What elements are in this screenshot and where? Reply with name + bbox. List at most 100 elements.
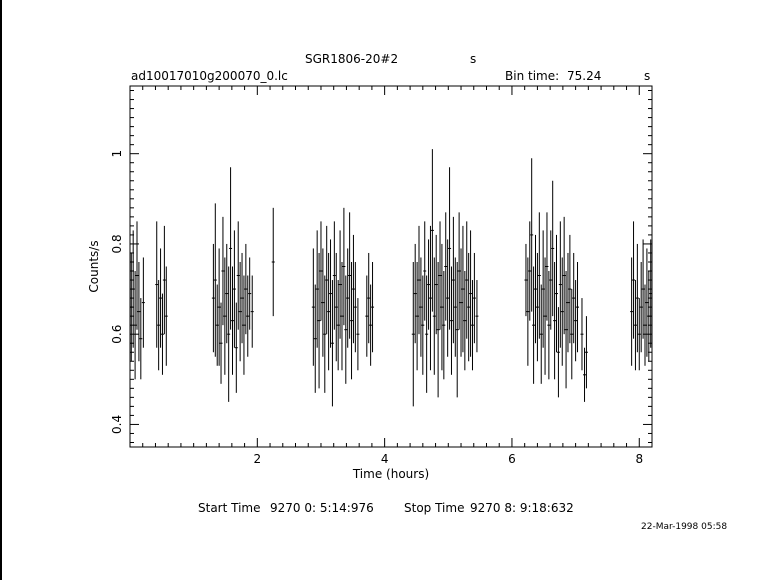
data-point	[570, 289, 574, 380]
data-point	[560, 257, 564, 366]
data-point	[530, 158, 534, 312]
data-point	[470, 280, 474, 371]
data-point	[475, 280, 479, 353]
data-point	[645, 248, 649, 357]
data-point	[633, 280, 637, 371]
data-point	[219, 302, 223, 384]
data-point	[632, 221, 636, 339]
data-point	[367, 252, 371, 344]
data-point	[526, 257, 530, 366]
data-point	[539, 284, 543, 384]
bin-time-unit: s	[644, 69, 651, 83]
axes-group: 2 4 6 8 0.4 0.6 0.8 1	[110, 86, 653, 466]
plot-frame	[129, 85, 653, 448]
data-point	[459, 248, 463, 357]
data-point	[421, 275, 425, 375]
data-point	[211, 243, 215, 353]
data-point	[637, 298, 641, 371]
data-point	[528, 221, 532, 321]
data-point	[453, 257, 457, 357]
data-point	[334, 252, 338, 362]
y-tick-label: 0.8	[110, 234, 124, 253]
data-points-group	[129, 149, 653, 407]
data-point	[221, 216, 225, 326]
data-point	[572, 252, 576, 344]
bin-time-label: Bin time:	[505, 69, 560, 83]
data-point	[428, 225, 432, 371]
data-point	[444, 212, 448, 321]
data-point	[451, 216, 455, 344]
data-point	[535, 252, 539, 362]
data-point	[236, 221, 240, 330]
x-tick-label: 6	[508, 452, 516, 466]
data-point	[425, 275, 429, 393]
data-point	[469, 230, 473, 357]
data-point	[351, 234, 355, 344]
y-tick-label: 0.6	[110, 325, 124, 344]
data-point	[246, 275, 250, 357]
data-point	[555, 234, 559, 353]
data-point	[564, 271, 568, 389]
data-point	[332, 221, 336, 330]
data-point	[321, 248, 325, 357]
data-point	[553, 261, 557, 380]
x-tick-label: 2	[253, 452, 261, 466]
start-time-value: 9270 0: 5:14:976	[270, 501, 374, 515]
data-point	[350, 261, 354, 380]
data-point	[630, 257, 634, 366]
data-point	[157, 280, 161, 371]
data-point	[313, 284, 317, 393]
data-point	[213, 203, 217, 357]
data-point	[417, 225, 421, 335]
data-point	[133, 271, 137, 380]
data-point	[346, 248, 350, 348]
data-point	[223, 257, 227, 375]
data-point	[463, 271, 467, 371]
data-point	[135, 221, 139, 330]
data-point	[230, 266, 234, 375]
data-point	[551, 180, 555, 317]
data-point	[217, 248, 221, 366]
data-point	[234, 302, 238, 393]
data-point	[467, 252, 471, 362]
data-point	[369, 284, 373, 366]
data-point	[227, 266, 231, 402]
data-point	[248, 257, 252, 330]
data-point	[545, 212, 549, 321]
data-point	[244, 243, 248, 335]
y-axis-label: Counts/s	[87, 240, 101, 292]
stop-time-label: Stop Time	[404, 501, 465, 515]
data-point	[342, 207, 346, 326]
data-point	[215, 284, 219, 366]
data-point	[323, 275, 327, 393]
data-point	[319, 221, 323, 321]
data-point	[448, 167, 452, 330]
data-point	[566, 252, 570, 353]
data-point	[238, 261, 242, 362]
data-point	[457, 212, 461, 330]
data-point	[229, 167, 233, 330]
x-tick-label: 4	[381, 452, 389, 466]
start-time-label: Start Time	[198, 501, 261, 515]
data-point	[436, 261, 440, 398]
data-point	[155, 221, 159, 348]
data-point	[440, 243, 444, 371]
data-point	[562, 216, 566, 335]
data-point	[442, 271, 446, 380]
stop-time-value: 9270 8: 9:18:632	[470, 501, 574, 515]
data-point	[455, 261, 459, 398]
data-point	[584, 316, 588, 389]
data-point	[534, 234, 538, 344]
data-point	[643, 284, 647, 366]
data-point	[446, 239, 450, 357]
data-point	[419, 257, 423, 357]
data-point	[532, 266, 536, 384]
data-point	[139, 298, 143, 380]
data-point	[315, 230, 319, 348]
data-point	[574, 280, 578, 362]
y-tick-label: 0.4	[110, 415, 124, 434]
data-point	[232, 230, 236, 348]
data-point	[583, 347, 587, 402]
data-point	[162, 225, 166, 335]
